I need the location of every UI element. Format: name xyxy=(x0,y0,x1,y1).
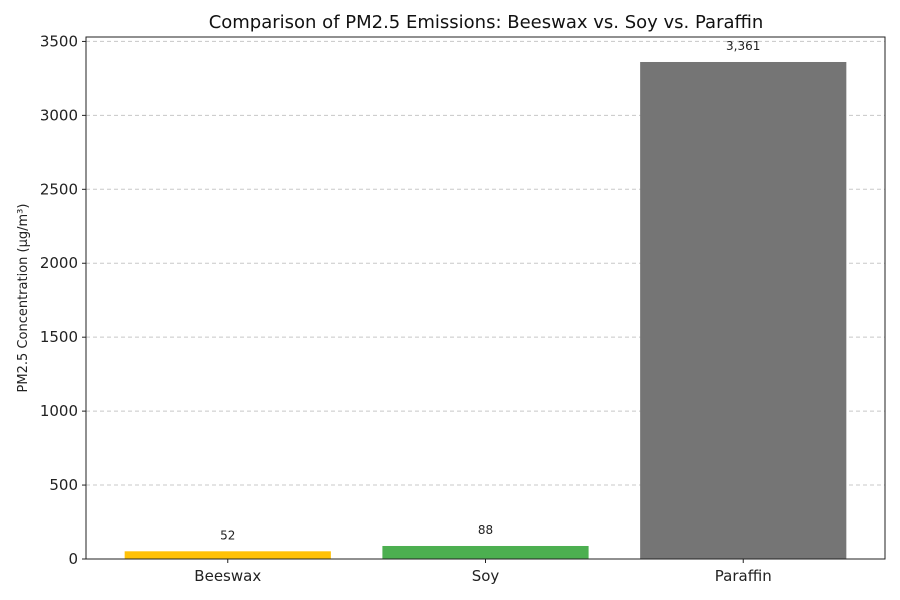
y-tick-label: 2500 xyxy=(40,180,78,198)
bars xyxy=(124,61,847,559)
y-tick-label: 3500 xyxy=(40,32,78,50)
x-tick-label-soy: Soy xyxy=(472,567,500,585)
chart-title: Comparison of PM2.5 Emissions: Beeswax v… xyxy=(209,12,764,33)
y-tick-label: 3000 xyxy=(40,106,78,124)
x-axis-ticks: Beeswax Soy Paraffin xyxy=(194,559,772,585)
data-label-beeswax: 52 xyxy=(220,528,235,542)
gridlines xyxy=(86,40,885,486)
x-tick-label-paraffin: Paraffin xyxy=(715,567,772,585)
bar-paraffin xyxy=(640,61,847,559)
y-tick-label: 1500 xyxy=(40,328,78,346)
data-label-soy: 88 xyxy=(478,523,493,537)
y-axis-ticks: 0 500 1000 1500 2000 2500 3000 3500 xyxy=(40,32,86,568)
y-axis-label: PM2.5 Concentration (μg/m³) xyxy=(16,204,31,393)
bar-beeswax xyxy=(124,551,331,559)
data-labels: 52 88 3,361 xyxy=(220,39,760,542)
bar-soy xyxy=(382,545,589,559)
y-tick-label: 1000 xyxy=(40,402,78,420)
data-label-paraffin: 3,361 xyxy=(726,39,760,53)
y-tick-label: 500 xyxy=(49,476,78,494)
y-tick-label: 0 xyxy=(68,550,78,568)
y-tick-label: 2000 xyxy=(40,254,78,272)
x-tick-label-beeswax: Beeswax xyxy=(194,567,261,585)
